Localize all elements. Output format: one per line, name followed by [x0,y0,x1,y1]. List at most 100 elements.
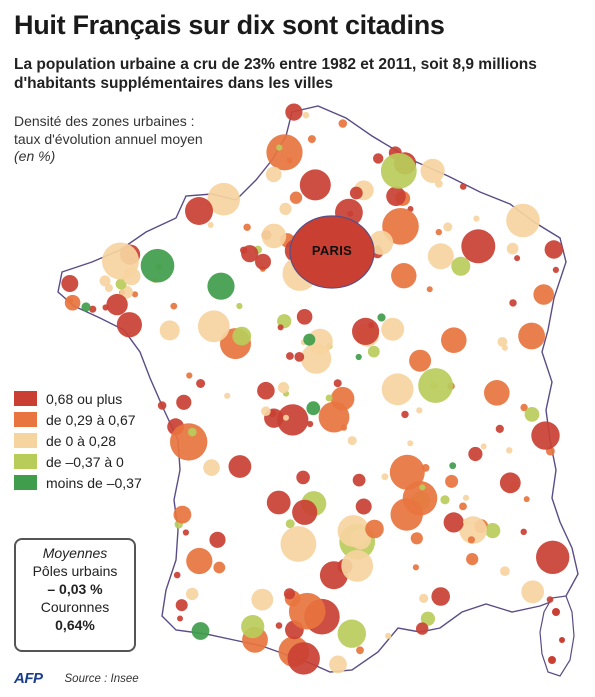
legend-item: de –0,37 à 0 [14,451,142,472]
urban-area-blob [401,410,409,419]
urban-area-blob [355,353,362,361]
urban-area-blob [462,518,469,525]
urban-area-blob [495,424,504,433]
urban-area-blob [416,622,429,635]
urban-area-blob [176,394,192,410]
urban-area-blob [435,228,442,236]
urban-area-blob [337,619,366,648]
urban-area-blob [191,622,210,640]
urban-area-blob [265,166,282,183]
urban-area-blob [228,455,252,478]
urban-area-blob [307,328,333,355]
legend-swatch [14,391,37,406]
urban-area-blob [390,498,423,531]
urban-area-blob [466,553,479,566]
source-note: Source : Insee [64,672,139,685]
urban-area-blob [213,561,226,574]
legend-swatch [14,475,37,490]
urban-area-blob [66,297,74,304]
legend-swatch [14,454,37,469]
legend-swatch [14,412,37,427]
urban-area-blob [380,153,417,189]
urban-area-blob [533,284,554,305]
urban-area-blob [207,182,240,216]
urban-area-blob [514,255,521,262]
legend: 0,68 ou plus de 0,29 à 0,67 de 0 à 0,28 … [14,388,142,493]
urban-area-blob [329,655,347,674]
legend-title: Densité des zones urbaines : taux d'évol… [14,113,203,166]
urban-area-blob [89,305,97,313]
urban-area-blob [426,286,433,293]
urban-area-blob [420,611,435,626]
urban-area-blob [261,406,271,417]
urban-area-blob [283,588,296,600]
urban-area-blob [451,256,471,276]
urban-area-blob [177,615,183,622]
urban-area-blob [173,505,192,524]
urban-area-blob [497,337,508,347]
urban-area-blob [410,532,423,545]
urban-area-blob [277,382,290,394]
urban-area-blob [318,401,350,433]
urban-area-blob [243,223,251,231]
urban-area-blob [232,326,252,346]
urban-area-blob [241,245,259,263]
urban-area-blob [286,352,294,360]
urban-area-blob [412,564,419,571]
urban-area-blob [157,401,167,410]
urban-area-blob [186,547,213,575]
legend-label: moins de –0,37 [46,474,142,491]
urban-area-blob [341,550,374,582]
urban-area-blob [196,379,206,388]
urban-area-blob [418,368,453,403]
urban-area-blob [115,278,127,290]
urban-area-blob [175,599,188,612]
urban-area-blob [81,302,91,312]
urban-area-blob [203,459,220,476]
urban-area-blob [296,470,310,485]
urban-area-blob [347,210,354,217]
urban-area-blob [325,394,333,402]
urban-area-blob [391,263,417,289]
urban-area-blob [299,169,331,201]
urban-area-blob [520,528,527,535]
urban-area-blob [536,540,570,574]
legend-title-line1: Densité des zones urbaines : [14,113,195,129]
urban-area-blob [303,333,316,346]
urban-area-blob [389,454,425,490]
urban-area-blob [552,608,560,616]
urban-area-blob [64,294,81,311]
urban-area-blob [506,447,513,454]
urban-area-blob [421,464,430,472]
urban-area-blob [159,320,180,341]
urban-area-blob [294,352,305,362]
urban-area-blob [355,498,372,515]
urban-area-blob [559,637,565,643]
legend-item: de 0 à 0,28 [14,430,142,451]
urban-area-blob [440,495,450,505]
urban-area-blob [381,317,405,341]
urban-area-blob [552,266,560,273]
poles-label: Pôles urbains [32,563,118,579]
paris-urban-area [289,215,375,289]
urban-area-blob [523,496,530,503]
urban-area-blob [288,592,326,630]
urban-area-blob [257,381,275,400]
urban-area-blob [131,291,139,298]
urban-area-blob [283,414,289,421]
urban-area-blob [473,215,480,222]
urban-area-blob [520,403,528,412]
legend-label: de 0,29 à 0,67 [46,411,136,428]
urban-area-blob [509,299,517,307]
urban-area-blob [373,153,384,164]
urban-area-blob [501,344,508,351]
urban-area-blob [306,401,321,416]
legend-label: de –0,37 à 0 [46,453,124,470]
urban-area-blob [485,523,501,539]
poles-value: – 0,03 % [47,581,103,597]
urban-area-blob [292,499,318,525]
urban-area-blob [255,253,271,270]
urban-area-blob [356,646,364,655]
urban-area-blob [484,380,510,406]
urban-area-blob [276,144,283,151]
